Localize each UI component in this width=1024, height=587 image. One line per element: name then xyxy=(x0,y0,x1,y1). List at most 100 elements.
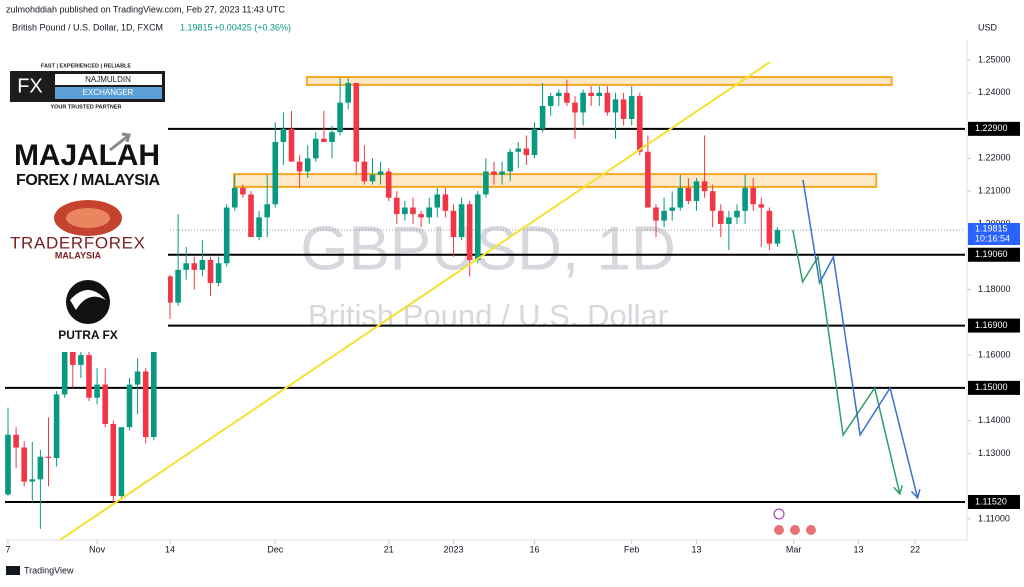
candle-body xyxy=(264,204,270,218)
candle-body xyxy=(636,96,643,152)
candle-body xyxy=(539,105,546,129)
y-tick-label: 1.14000 xyxy=(978,415,1011,425)
candle-body xyxy=(337,102,343,133)
candle-body xyxy=(750,187,756,205)
candle-body xyxy=(499,171,505,175)
last-price-label: 1.19815 xyxy=(975,223,1008,233)
logo-traderforex: TRADERFOREX xyxy=(10,233,145,252)
logos: FAST | EXPERIENCED | RELIABLE FX NAJMULD… xyxy=(5,60,168,352)
candle-body xyxy=(620,99,627,120)
candle-body xyxy=(5,434,11,495)
candle-body xyxy=(523,148,530,156)
projection-arrowhead xyxy=(910,489,921,500)
event-icon xyxy=(790,525,800,535)
candle-body xyxy=(734,210,740,218)
y-tick-label: 1.24000 xyxy=(978,87,1011,97)
logo-arrow xyxy=(109,132,131,152)
x-tick-label: Nov xyxy=(89,544,106,554)
candle-body xyxy=(758,204,765,208)
candle-body xyxy=(434,194,441,208)
candle-body xyxy=(604,92,611,113)
candle-body xyxy=(215,263,222,283)
countdown-label: 10:16:54 xyxy=(975,233,1010,243)
candle-body xyxy=(458,204,465,238)
candle-body xyxy=(709,191,716,211)
axes: 1.110001.130001.140001.160001.180001.200… xyxy=(5,54,1020,554)
logo-traderforex-sub: MALAYSIA xyxy=(55,250,102,260)
candle-body xyxy=(612,99,619,113)
candle-body xyxy=(766,210,773,244)
candle-body xyxy=(572,102,578,113)
candle-body xyxy=(717,210,724,224)
candle-body xyxy=(207,260,214,283)
candle-body xyxy=(426,207,432,218)
candle-body xyxy=(69,348,76,365)
candle-body xyxy=(240,187,246,195)
level-label-box xyxy=(968,380,1020,395)
level-label-box xyxy=(968,494,1020,509)
candle-body xyxy=(102,384,108,424)
level-label: 1.15000 xyxy=(975,382,1008,392)
candle-body xyxy=(312,138,319,159)
level-label: 1.19060 xyxy=(975,249,1008,259)
candle-body xyxy=(231,187,238,208)
candle-body xyxy=(483,171,489,195)
candle-body xyxy=(304,158,311,172)
x-tick-label: Dec xyxy=(267,544,284,554)
candle-body xyxy=(402,207,408,215)
x-tick-label: 2023 xyxy=(443,544,463,554)
logo-band xyxy=(55,87,162,99)
event-icons xyxy=(773,508,816,535)
candle-body xyxy=(296,161,303,172)
logo-band xyxy=(55,74,162,85)
candle-body xyxy=(21,447,27,482)
candle-body xyxy=(474,194,481,260)
event-icon xyxy=(806,525,816,535)
candle-body xyxy=(361,161,368,182)
candle-body xyxy=(669,207,675,211)
candle-body xyxy=(653,207,659,221)
candle-body xyxy=(256,217,262,238)
y-tick-label: 1.13000 xyxy=(978,448,1011,458)
level-label-box xyxy=(968,318,1020,333)
y-tick-label: 1.21000 xyxy=(978,186,1011,196)
candle-body xyxy=(515,148,522,152)
candle-body xyxy=(86,355,92,398)
y-tick-label: 1.16000 xyxy=(978,349,1011,359)
y-tick-label: 1.18000 xyxy=(978,284,1011,294)
candle-body xyxy=(774,230,781,244)
candle-body xyxy=(345,82,351,103)
level-label: 1.22900 xyxy=(975,123,1008,133)
candle-body xyxy=(580,92,586,113)
candle-body xyxy=(410,207,416,215)
event-icon xyxy=(774,525,784,535)
candle-body xyxy=(645,151,651,208)
logo-majalah: MAJALAH xyxy=(14,139,160,172)
candle-body xyxy=(150,322,157,438)
candle-body xyxy=(555,92,562,97)
x-tick-label: 22 xyxy=(910,544,920,554)
candle-body xyxy=(385,171,392,198)
logo-exchanger: EXCHANGER xyxy=(83,88,134,97)
candle-body xyxy=(199,260,206,270)
candle-body xyxy=(183,263,189,270)
candle-body xyxy=(191,263,198,270)
logo-motto: YOUR TRUSTED PARTNER xyxy=(50,104,121,110)
currency: USD xyxy=(978,22,998,32)
candle-body xyxy=(288,128,295,162)
candle-body xyxy=(418,214,424,218)
candle-body xyxy=(701,181,708,192)
x-tick-label: Mar xyxy=(786,544,802,554)
x-tick-label: Feb xyxy=(624,544,640,554)
candle-body xyxy=(78,355,84,365)
candle-body xyxy=(321,138,327,142)
candle-body xyxy=(442,194,449,211)
candle-body xyxy=(280,128,287,142)
trendline xyxy=(59,61,771,540)
candle-body xyxy=(588,92,594,97)
candle-body xyxy=(491,171,497,175)
last-price: 1.19815 xyxy=(180,22,213,32)
price-change: +0.00425 (+0.36%) xyxy=(214,22,291,32)
candle-body xyxy=(167,276,173,303)
